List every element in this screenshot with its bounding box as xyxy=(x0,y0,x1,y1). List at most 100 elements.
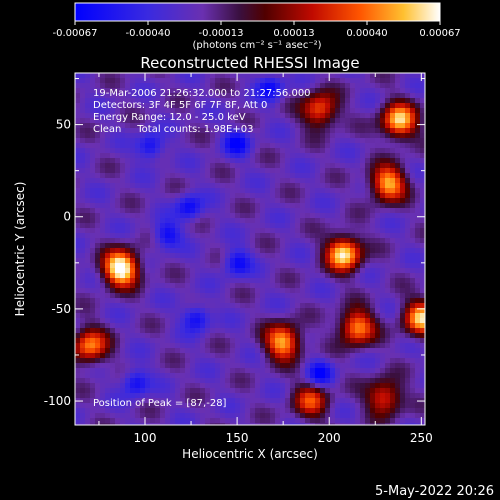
heatmap-cell xyxy=(120,188,125,193)
heatmap-cell xyxy=(225,273,230,278)
heatmap-cell xyxy=(245,178,250,183)
heatmap-cell xyxy=(245,308,250,313)
heatmap-cell xyxy=(235,303,240,308)
heatmap-cell xyxy=(285,128,290,133)
heatmap-cell xyxy=(160,163,165,168)
heatmap-cell xyxy=(245,388,250,393)
heatmap-cell xyxy=(385,278,390,283)
heatmap-cell xyxy=(190,413,195,418)
heatmap-cell xyxy=(380,398,385,403)
heatmap-cell xyxy=(325,233,330,238)
heatmap-cell xyxy=(145,208,150,213)
heatmap-cell xyxy=(390,298,395,303)
heatmap-cell xyxy=(370,303,375,308)
heatmap-cell xyxy=(120,333,125,338)
heatmap-cell xyxy=(175,358,180,363)
heatmap-cell xyxy=(170,278,175,283)
heatmap-cell xyxy=(280,333,285,338)
heatmap-cell xyxy=(365,398,370,403)
heatmap-cell xyxy=(130,113,135,118)
heatmap-cell xyxy=(135,133,140,138)
heatmap-cell xyxy=(275,98,280,103)
heatmap-cell xyxy=(115,273,120,278)
heatmap-cell xyxy=(220,173,225,178)
heatmap-cell xyxy=(140,288,145,293)
heatmap-cell xyxy=(285,98,290,103)
heatmap-cell xyxy=(195,78,200,83)
heatmap-cell xyxy=(170,298,175,303)
heatmap-cell xyxy=(335,73,340,78)
heatmap-cell xyxy=(235,238,240,243)
heatmap-cell xyxy=(240,308,245,313)
heatmap-cell xyxy=(385,98,390,103)
heatmap-cell xyxy=(245,143,250,148)
heatmap-cell xyxy=(150,418,155,423)
heatmap-cell xyxy=(200,173,205,178)
heatmap-cell xyxy=(400,313,405,318)
heatmap-cell xyxy=(175,118,180,123)
heatmap-cell xyxy=(320,343,325,348)
heatmap-cell xyxy=(140,88,145,93)
heatmap-cell xyxy=(140,278,145,283)
heatmap-cell xyxy=(320,78,325,83)
heatmap-cell xyxy=(330,158,335,163)
heatmap-cell xyxy=(400,413,405,418)
heatmap-cell xyxy=(330,383,335,388)
heatmap-cell xyxy=(335,318,340,323)
heatmap-cell xyxy=(180,148,185,153)
heatmap-cell xyxy=(240,288,245,293)
heatmap-cell xyxy=(110,393,115,398)
heatmap-cell xyxy=(355,323,360,328)
heatmap-cell xyxy=(130,208,135,213)
heatmap-cell xyxy=(235,343,240,348)
heatmap-cell xyxy=(110,328,115,333)
heatmap-cell xyxy=(85,98,90,103)
heatmap-cell xyxy=(175,278,180,283)
heatmap-cell xyxy=(325,118,330,123)
heatmap-cell xyxy=(195,378,200,383)
heatmap-cell xyxy=(220,168,225,173)
heatmap-cell xyxy=(220,233,225,238)
heatmap-cell xyxy=(130,98,135,103)
heatmap-cell xyxy=(135,78,140,83)
heatmap-cell xyxy=(300,203,305,208)
heatmap-cell xyxy=(260,358,265,363)
heatmap-cell xyxy=(150,113,155,118)
heatmap-cell xyxy=(275,288,280,293)
heatmap-cell xyxy=(390,213,395,218)
heatmap-cell xyxy=(350,123,355,128)
heatmap-cell xyxy=(345,388,350,393)
heatmap-cell xyxy=(175,228,180,233)
heatmap-cell xyxy=(175,143,180,148)
heatmap-cell xyxy=(95,98,100,103)
heatmap-cell xyxy=(175,323,180,328)
heatmap-cell xyxy=(120,183,125,188)
heatmap-cell xyxy=(365,343,370,348)
heatmap-cell xyxy=(155,153,160,158)
heatmap-cell xyxy=(135,413,140,418)
heatmap-cell xyxy=(420,423,425,425)
heatmap-cell xyxy=(380,108,385,113)
heatmap-cell xyxy=(215,398,220,403)
heatmap-cell xyxy=(270,198,275,203)
heatmap-cell xyxy=(355,108,360,113)
heatmap-cell xyxy=(345,138,350,143)
heatmap-cell xyxy=(185,163,190,168)
heatmap-cell xyxy=(330,93,335,98)
heatmap-cell xyxy=(135,188,140,193)
heatmap-cell xyxy=(365,338,370,343)
heatmap-cell xyxy=(150,83,155,88)
heatmap-cell xyxy=(400,208,405,213)
heatmap-cell xyxy=(345,238,350,243)
heatmap-cell xyxy=(370,208,375,213)
heatmap-cell xyxy=(180,103,185,108)
heatmap-cell xyxy=(320,263,325,268)
heatmap-cell xyxy=(180,333,185,338)
heatmap-cell xyxy=(190,173,195,178)
heatmap-cell xyxy=(180,303,185,308)
heatmap-cell xyxy=(290,78,295,83)
heatmap-cell xyxy=(310,153,315,158)
heatmap-cell xyxy=(410,128,415,133)
heatmap-cell xyxy=(215,403,220,408)
heatmap-cell xyxy=(230,93,235,98)
